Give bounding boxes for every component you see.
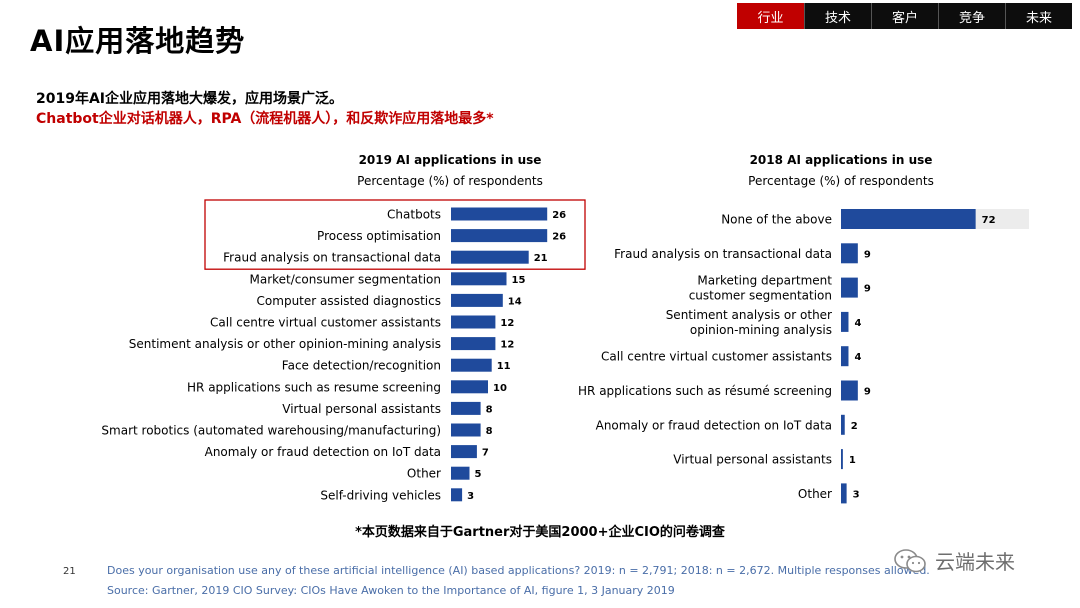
chart-2018-category-label: customer segmentation bbox=[689, 289, 832, 303]
nav-tab-technology[interactable]: 技术 bbox=[804, 3, 871, 29]
chart-2019-bar bbox=[451, 272, 507, 286]
chart-2019-value-label: 12 bbox=[500, 318, 514, 329]
chart-2019-bar bbox=[451, 423, 481, 437]
chart-2018-value-label: 1 bbox=[849, 455, 856, 466]
nav-tab-future[interactable]: 未来 bbox=[1005, 3, 1072, 29]
subtitle-primary: 2019年AI企业应用落地大爆发，应用场景广泛。 bbox=[36, 91, 344, 107]
chart-2018-value-label: 4 bbox=[854, 352, 861, 363]
chart-2019-category-label: Other bbox=[407, 467, 441, 481]
chart-2019-value-label: 5 bbox=[475, 469, 482, 480]
chart-2019-value-label: 15 bbox=[512, 275, 526, 286]
chart-2018-bar bbox=[841, 243, 858, 264]
chart-2018-category-label: Fraud analysis on transactional data bbox=[614, 247, 832, 261]
chart-2018-bar bbox=[841, 346, 849, 367]
chart-2019-category-label: Call centre virtual customer assistants bbox=[210, 316, 441, 330]
chart-2019-bar bbox=[451, 401, 481, 415]
watermark-text: 云端未来 bbox=[935, 550, 1015, 574]
survey-footnote: *本页数据来自于Gartner对于美国2000+企业CIO的问卷调查 bbox=[355, 525, 725, 540]
chart-2019-value-label: 8 bbox=[486, 426, 493, 437]
chart-2019-category-label: Fraud analysis on transactional data bbox=[223, 251, 441, 265]
chart-2019-category-label: HR applications such as resume screening bbox=[187, 380, 441, 394]
chart-2018-value-label: 4 bbox=[854, 318, 861, 329]
nav-tab-industry[interactable]: 行业 bbox=[737, 3, 804, 29]
chart-2019-bar bbox=[451, 293, 503, 307]
chart-2019-value-label: 26 bbox=[552, 232, 566, 243]
chart-2019-bar bbox=[451, 488, 463, 502]
chart-2019-category-label: Virtual personal assistants bbox=[282, 402, 441, 416]
chart-2018-value-label: 9 bbox=[864, 284, 871, 295]
chart-2019-value-label: 11 bbox=[497, 361, 511, 372]
chart-2019-category-label: Face detection/recognition bbox=[282, 359, 441, 373]
chart-2019-category-label: Smart robotics (automated warehousing/ma… bbox=[101, 424, 441, 438]
chart-2019-subtitle: Percentage (%) of respondents bbox=[357, 174, 543, 188]
chart-2019-category-label: Computer assisted diagnostics bbox=[257, 294, 441, 308]
chart-2019-bar bbox=[451, 207, 548, 221]
chart-2018-category-label: Virtual personal assistants bbox=[673, 453, 832, 467]
chart-2018-value-label: 2 bbox=[851, 421, 858, 432]
chart-2018-bar bbox=[841, 449, 843, 470]
wechat-icon bbox=[894, 548, 926, 572]
chart-2019-value-label: 8 bbox=[486, 404, 493, 415]
chart-2019-value-label: 3 bbox=[467, 491, 474, 502]
chart-2018-category-label: Anomaly or fraud detection on IoT data bbox=[596, 418, 832, 432]
chart-2018-bar bbox=[841, 209, 976, 229]
chart-2019-category-label: Anomaly or fraud detection on IoT data bbox=[205, 445, 441, 459]
page-number: 21 bbox=[63, 566, 76, 577]
chart-2019-value-label: 14 bbox=[508, 296, 522, 307]
chart-2018-category-label: None of the above bbox=[721, 213, 832, 227]
chart-2019-value-label: 10 bbox=[493, 383, 507, 394]
nav-tab-customer[interactable]: 客户 bbox=[871, 3, 938, 29]
charts-canvas: 2019 AI applications in use Percentage (%… bbox=[101, 153, 1029, 504]
chart-2018-value-label: 9 bbox=[864, 387, 871, 398]
chart-2018-category-label: Call centre virtual customer assistants bbox=[601, 350, 832, 364]
chart-2018-category-label: Marketing department bbox=[697, 274, 832, 288]
survey-question: Does your organisation use any of these … bbox=[107, 564, 930, 577]
chart-2018-value-label: 72 bbox=[982, 215, 996, 226]
chart-2018-subtitle: Percentage (%) of respondents bbox=[748, 174, 934, 188]
chart-2018-bar bbox=[841, 414, 845, 435]
chart-2019-category-label: Process optimisation bbox=[317, 229, 441, 243]
chart-2019-bar bbox=[451, 337, 496, 351]
chart-2019-bar bbox=[451, 250, 529, 264]
chart-2018-bar bbox=[841, 311, 849, 332]
watermark: 云端未来 bbox=[893, 546, 1015, 575]
chart-2018-category-label: Other bbox=[798, 487, 832, 501]
chart-2019-bar bbox=[451, 229, 548, 243]
chart-2018-bar bbox=[841, 277, 858, 298]
chart-2018-value-label: 3 bbox=[853, 489, 860, 500]
subtitle-highlight: Chatbot企业对话机器人，RPA（流程机器人），和反欺诈应用落地最多* bbox=[36, 111, 494, 127]
chart-2019-bar bbox=[451, 445, 477, 459]
chart-2019-bar bbox=[451, 380, 488, 394]
chart-2019-value-label: 26 bbox=[552, 210, 566, 221]
nav-tab-competition[interactable]: 竞争 bbox=[938, 3, 1005, 29]
chart-2019-bar bbox=[451, 466, 470, 480]
chart-2019-highlight-box bbox=[204, 199, 586, 270]
chart-2019-category-label: Market/consumer segmentation bbox=[250, 272, 442, 286]
chart-2018-category-label: opinion-mining analysis bbox=[690, 323, 832, 337]
chart-2019-value-label: 21 bbox=[534, 253, 548, 264]
chart-2018-category-label: HR applications such as résumé screening bbox=[578, 384, 832, 398]
chart-2019-category-label: Chatbots bbox=[387, 208, 441, 222]
chart-2019-bar bbox=[451, 358, 492, 372]
chart-2019-category-label: Self-driving vehicles bbox=[320, 488, 441, 502]
chart-2019-category-label: Sentiment analysis or other opinion-mini… bbox=[129, 337, 441, 351]
source-citation: Source: Gartner, 2019 CIO Survey: CIOs H… bbox=[107, 584, 675, 597]
chart-2018-title: 2018 AI applications in use bbox=[750, 153, 933, 167]
chart-2018-bar bbox=[841, 483, 847, 504]
chart-2018-category-label: Sentiment analysis or other bbox=[666, 308, 832, 322]
top-nav: 行业 技术 客户 竞争 未来 bbox=[737, 3, 1072, 29]
page-title: AI应用落地趋势 bbox=[30, 24, 246, 58]
chart-2019-title: 2019 AI applications in use bbox=[359, 153, 542, 167]
chart-2018-value-label: 9 bbox=[864, 249, 871, 260]
chart-2019-value-label: 12 bbox=[500, 340, 514, 351]
chart-2018-bar bbox=[841, 380, 858, 401]
chart-2019-bar bbox=[451, 315, 496, 329]
chart-2019-value-label: 7 bbox=[482, 448, 489, 459]
